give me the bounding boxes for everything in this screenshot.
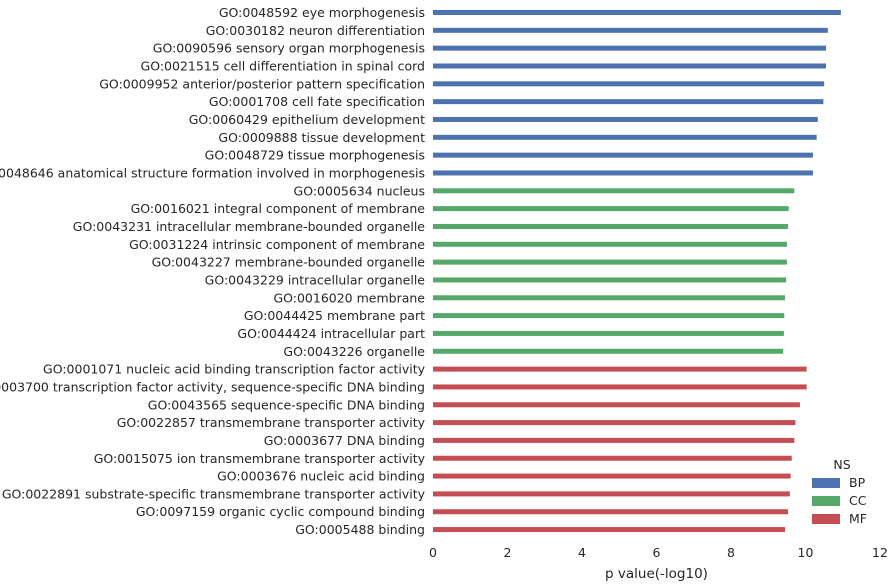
category-label: GO:0001071 nucleic acid binding transcri… <box>43 362 426 377</box>
bar <box>433 259 787 265</box>
bar <box>433 188 795 194</box>
category-label: GO:0003677 DNA binding <box>264 433 425 448</box>
x-tick-label: 12 <box>872 545 888 560</box>
category-label: GO:0005634 nucleus <box>294 183 425 198</box>
category-label: GO:0043229 intracellular organelle <box>205 272 426 287</box>
legend-swatch <box>812 514 840 524</box>
category-label: GO:0090596 sensory organ morphogenesis <box>153 41 425 56</box>
x-tick-label: 6 <box>653 545 661 560</box>
category-labels: GO:0048592 eye morphogenesis GO:0030182 n… <box>0 5 426 537</box>
legend-label: MF <box>849 511 867 526</box>
category-label: GO:0043231 intracellular membrane-bounde… <box>73 219 426 234</box>
category-label: GO:0044424 intracellular part <box>237 326 425 341</box>
bar <box>433 134 817 140</box>
category-label: GO:0060429 epithelium development <box>189 112 425 127</box>
bar <box>433 437 795 443</box>
category-label: GO:0003676 nucleic acid binding <box>217 469 425 484</box>
category-label: GO:0048729 tissue morphogenesis <box>205 148 425 163</box>
bar <box>433 63 826 69</box>
x-tick-label: 10 <box>798 545 814 560</box>
bar <box>433 366 807 372</box>
bar <box>433 116 818 122</box>
category-label: GO:0097159 organic cyclic compound bindi… <box>136 504 425 519</box>
x-tick-label: 2 <box>504 545 512 560</box>
category-label: GO:0030182 neuron differentiation <box>206 23 425 38</box>
legend-swatch <box>812 478 840 488</box>
category-label: GO:0048592 eye morphogenesis <box>219 5 425 20</box>
bar <box>433 81 825 87</box>
bar <box>433 402 800 408</box>
bar <box>433 473 791 479</box>
x-axis-label: p value(-log10) <box>605 566 708 582</box>
bar <box>433 10 841 15</box>
bar <box>433 170 813 176</box>
bar <box>433 241 787 247</box>
bar <box>433 27 828 33</box>
category-label: GO:0015075 ion transmembrane transporter… <box>94 451 426 466</box>
bar <box>433 384 807 390</box>
category-label: GO:0043226 organelle <box>283 344 425 359</box>
bar <box>433 420 796 426</box>
category-label: GO:0022891 substrate-specific transmembr… <box>2 486 426 501</box>
bar <box>433 348 784 354</box>
bar <box>433 313 785 319</box>
legend: NS BP CC MF <box>812 457 867 526</box>
category-label: GO:0009952 anterior/posterior pattern sp… <box>99 76 425 91</box>
x-axis-ticks: 0 2 4 6 8 10 12 <box>429 545 888 560</box>
x-tick-label: 8 <box>727 545 735 560</box>
bar <box>433 223 788 229</box>
bar <box>433 295 786 301</box>
category-label: GO:0016020 membrane <box>273 290 425 305</box>
bar <box>433 99 824 105</box>
category-label: GO:0044425 membrane part <box>244 308 425 323</box>
bars-group <box>433 10 841 533</box>
legend-swatch <box>812 496 840 506</box>
legend-label: CC <box>849 493 867 508</box>
category-label: GO:0009888 tissue development <box>218 130 425 145</box>
category-label: GO:0043565 sequence-specific DNA binding <box>148 397 425 412</box>
bar <box>433 152 813 158</box>
x-tick-label: 0 <box>429 545 437 560</box>
bar <box>433 455 792 461</box>
category-label: GO:0003700 transcription factor activity… <box>0 379 425 394</box>
legend-title: NS <box>833 457 850 472</box>
bar <box>433 45 826 51</box>
category-label: GO:0048646 anatomical structure formatio… <box>0 165 425 180</box>
x-tick-label: 4 <box>578 545 586 560</box>
bar <box>433 491 790 497</box>
category-label: GO:0031224 intrinsic component of membra… <box>129 237 425 252</box>
bar <box>433 509 788 515</box>
category-label: GO:0001708 cell fate specification <box>209 94 425 109</box>
category-label: GO:0021515 cell differentiation in spina… <box>141 58 425 73</box>
category-label: GO:0016021 integral component of membran… <box>131 201 426 216</box>
category-label: GO:0005488 binding <box>295 522 425 537</box>
legend-label: BP <box>849 475 866 490</box>
category-label: GO:0043227 membrane-bounded organelle <box>152 255 426 270</box>
bar <box>433 277 787 283</box>
bar <box>433 330 784 336</box>
bar <box>433 527 786 533</box>
category-label: GO:0022857 transmembrane transporter act… <box>117 415 426 430</box>
bar <box>433 206 789 212</box>
